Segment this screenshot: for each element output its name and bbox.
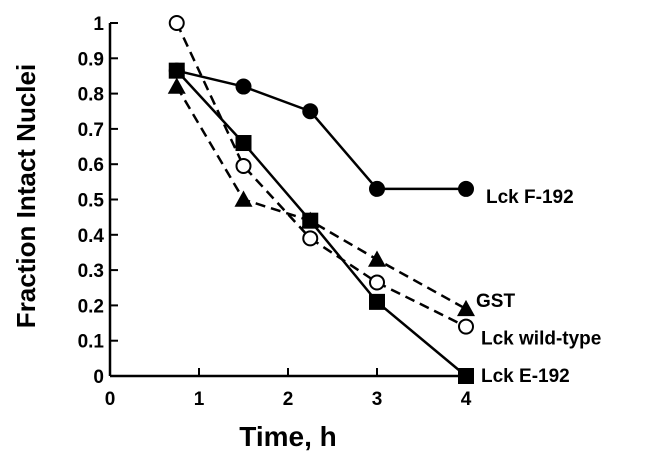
data-point-filled-circle [302,103,319,120]
series-label: Lck E-192 [481,366,570,387]
y-tick-label: 0.7 [78,120,104,141]
series-markers [167,15,475,384]
y-axis-title: Fraction Intact Nuclei [11,64,41,328]
data-point-filled-circle [235,78,252,95]
ticks [109,22,467,377]
data-point-filled-triangle [234,190,253,207]
series-line [175,69,467,377]
y-tick-label: 0.4 [78,226,105,247]
y-tick-label: 0.1 [78,332,105,353]
x-tick-label: 2 [283,389,294,410]
axes [108,23,466,378]
y-tick-label: 0.5 [78,191,105,212]
x-tick-label: 0 [105,389,116,410]
series-line [176,69,466,191]
data-point-filled-square [458,368,474,384]
y-tick-label: 0.2 [78,296,104,317]
data-point-filled-triangle [368,250,386,267]
series-label: GST [476,291,515,312]
series-label: Lck F-192 [486,187,574,208]
data-point-open-circle [168,15,185,31]
y-tick-label: 1 [93,14,104,35]
series-lines [175,22,467,377]
data-point-open-circle [458,318,474,335]
data-point-filled-square [235,135,252,152]
series-labels: Lck F-192 GST Lck wild-type Lck E-192 [476,187,601,387]
y-tick-label: 0.6 [78,155,104,176]
data-point-filled-circle [458,180,474,197]
x-tick-label: 3 [372,389,383,410]
data-point-filled-square [369,293,385,310]
data-point-filled-circle [369,180,385,197]
y-tick-label: 0.9 [78,49,104,70]
data-point-filled-triangle [167,77,186,94]
data-point-open-circle [302,230,319,247]
y-tick-label: 0 [93,367,104,388]
y-tick-label: 0.8 [78,85,104,106]
data-point-filled-square [302,212,319,229]
x-tick-label: 4 [461,389,472,410]
x-axis-title: Time, h [239,421,337,452]
series-label: Lck wild-type [481,329,601,350]
series-line [175,22,467,328]
data-point-open-circle [369,274,385,291]
series-line [175,85,467,311]
data-point-filled-square [168,62,185,79]
y-tick-label: 0.3 [78,261,104,282]
data-point-open-circle [235,157,252,174]
tick-labels: 0 0.1 0.2 0.3 0.4 0.5 0.6 0.7 0.8 0.9 1 0 1 2 3 4 [78,14,472,410]
data-point-filled-triangle [457,299,475,317]
x-tick-label: 1 [194,389,205,410]
